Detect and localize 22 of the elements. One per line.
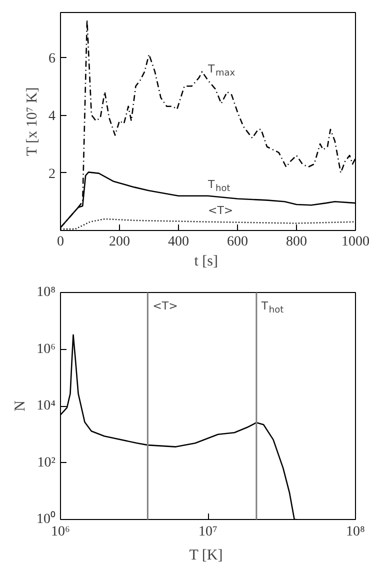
x-tick-label: 600 <box>227 234 248 250</box>
x-tick-label: 0 <box>57 234 64 250</box>
y-tick-label: 2 <box>48 166 56 182</box>
x-tick-label: 200 <box>109 234 130 250</box>
series-label: <T> <box>208 204 234 217</box>
x-tick-label: 800 <box>286 234 307 250</box>
x-tick-label: 1000 <box>342 234 369 250</box>
x-axis-title: T [K] <box>189 548 223 564</box>
y-tick-label: 10⁶ <box>36 342 56 357</box>
ref-line-label: <T> <box>152 300 178 312</box>
y-axis-title: T [x 10⁷ K] <box>24 87 40 156</box>
y-tick-label: 10⁰ <box>36 511 56 527</box>
y-tick-label: 4 <box>48 109 56 124</box>
x-axis-title: t [s] <box>194 254 218 270</box>
y-tick-label: 10² <box>37 455 56 470</box>
y-tick-label: 10⁸ <box>36 285 56 300</box>
x-tick-label: 10⁸ <box>346 524 366 540</box>
y-tick-label: 10⁴ <box>36 398 56 414</box>
y-tick-label: 6 <box>48 51 56 66</box>
x-tick-label: 400 <box>168 234 189 250</box>
x-tick-label: 10⁷ <box>198 524 218 540</box>
y-axis-title: N <box>12 400 28 412</box>
